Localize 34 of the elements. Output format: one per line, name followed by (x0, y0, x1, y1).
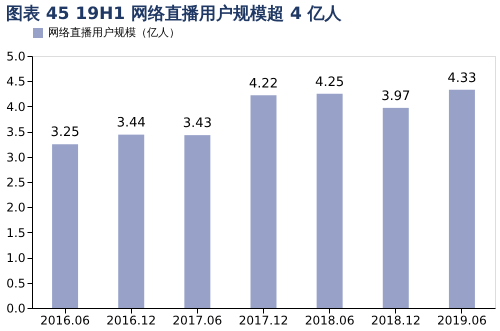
data-label: 3.25 (50, 125, 80, 140)
y-tick-label: 4.0 (6, 100, 26, 114)
x-tick-label: 2018.12 (370, 314, 421, 328)
bar (316, 94, 343, 308)
bar (382, 108, 409, 308)
y-tick-label: 0.0 (6, 302, 26, 316)
bar (448, 90, 475, 308)
y-tick-label: 2.5 (6, 176, 26, 190)
bar (52, 144, 78, 308)
data-label: 3.43 (182, 116, 212, 132)
bar (184, 135, 210, 308)
y-tick-label: 3.5 (6, 125, 26, 140)
y-tick-label: 5.0 (6, 50, 26, 64)
bar (118, 134, 144, 308)
x-tick-label: 2017.06 (172, 314, 222, 328)
bar (250, 95, 276, 308)
y-tick-label: 0.5 (6, 276, 26, 290)
y-tick-label: 3.0 (6, 150, 26, 164)
data-label: 4.25 (315, 74, 344, 90)
y-tick-label: 1.0 (6, 251, 26, 266)
x-tick-label: 2019.06 (437, 314, 487, 328)
x-tick-label: 2017.12 (238, 314, 288, 328)
x-tick-label: 2016.12 (106, 314, 156, 328)
x-tick-label: 2016.06 (40, 314, 90, 328)
y-tick-label: 2.0 (6, 200, 26, 215)
data-label: 3.44 (116, 116, 146, 131)
data-label: 3.97 (381, 88, 410, 104)
x-tick-label: 2018.06 (304, 314, 354, 328)
data-label: 4.33 (447, 70, 476, 86)
chart-title: 图表 45 19H1 网络直播用户规模超 4 亿人 (6, 4, 343, 24)
data-label: 4.22 (249, 76, 278, 92)
y-tick-label: 1.5 (6, 226, 26, 240)
y-tick-label: 4.5 (6, 74, 26, 89)
legend-label: 网络直播用户规模（亿人） (48, 26, 180, 39)
